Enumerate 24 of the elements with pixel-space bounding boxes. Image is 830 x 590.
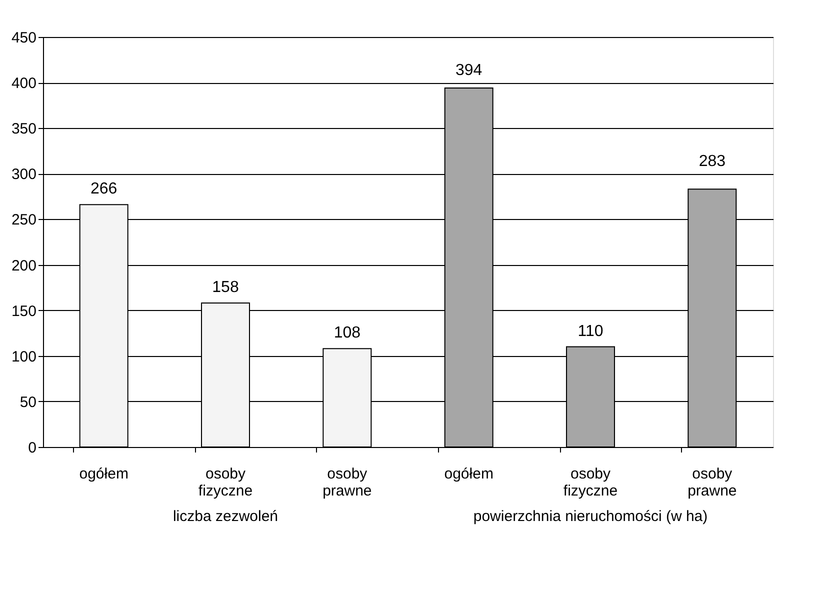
y-tick-label: 200 <box>11 257 36 274</box>
data-label: 158 <box>212 279 239 296</box>
x-tick-label: osoby fizyczne <box>198 466 253 500</box>
data-label: 394 <box>455 62 482 80</box>
x-tick-label: osoby fizyczne <box>563 466 618 500</box>
y-tick-label: 250 <box>11 212 36 229</box>
x-tick-label: ogółem <box>79 466 128 482</box>
y-tick-label: 450 <box>11 30 36 46</box>
y-tick-label: 50 <box>20 394 36 411</box>
text: liczba zezwoleń <box>172 508 278 525</box>
x-tick-label: osoby prawne <box>322 466 372 500</box>
y-tick-label: 400 <box>11 75 36 92</box>
data-label: 108 <box>334 324 361 342</box>
y-tick-label: 350 <box>11 120 36 138</box>
y-tick-label: 0 <box>28 440 36 456</box>
data-label: 110 <box>578 322 604 340</box>
x-tick-label: osoby prawne <box>688 466 737 500</box>
y-tick-label: 100 <box>11 348 36 366</box>
data-label: 283 <box>698 153 726 170</box>
text: powierzchnia nieruchomości (w ha) <box>473 508 708 525</box>
y-tick-label: 150 <box>11 302 36 320</box>
data-label: 266 <box>90 180 118 198</box>
y-tick-label: 300 <box>11 166 36 184</box>
x-tick-label: ogółem <box>444 466 494 482</box>
